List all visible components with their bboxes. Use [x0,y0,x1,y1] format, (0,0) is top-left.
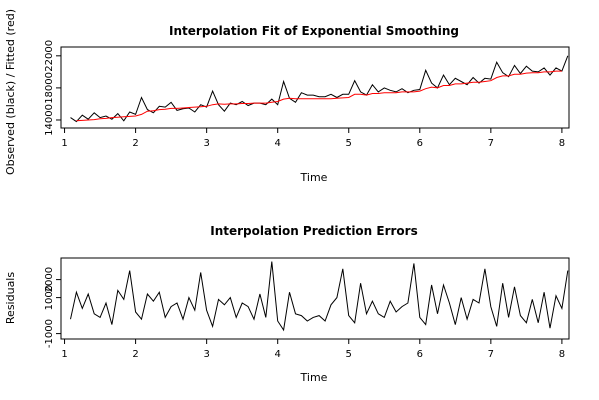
fitted-line [76,70,562,122]
x-tick-label: 1 [61,138,67,149]
x-tick-label: 4 [275,349,281,360]
fit-chart: Interpolation Fit of Exponential Smoothi… [4,9,570,184]
x-tick-label: 1 [61,349,67,360]
x-tick-label: 2 [132,349,138,360]
errors-chart-title: Interpolation Prediction Errors [210,224,417,238]
x-tick-label: 6 [417,138,423,149]
errors-plot-frame [60,257,570,340]
x-tick-label: 7 [488,138,494,149]
x-tick-label: 7 [488,349,494,360]
y-tick-label: 2000 [44,267,55,292]
observed-line [70,55,569,123]
x-tick-label: 8 [559,349,565,360]
x-tick-label: 8 [559,138,565,149]
y-tick-label: -1000 [44,319,55,348]
x-tick-label: 6 [417,349,423,360]
y-tick-label: 18000 [44,72,55,104]
y-tick-label: 22000 [44,40,55,72]
fit-y-axis-label: Observed (black) / Fitted (red) [4,9,17,175]
errors-x-ticks: 1 2 3 4 5 6 7 8 [61,339,565,360]
residuals-line [70,261,569,332]
errors-y-axis-label: Residuals [4,272,17,324]
fit-x-axis-label: Time [300,171,328,184]
x-tick-label: 4 [275,138,281,149]
fit-chart-title: Interpolation Fit of Exponential Smoothi… [169,24,459,38]
x-tick-label: 3 [203,138,209,149]
y-tick-label: 14000 [44,104,55,136]
x-tick-label: 5 [346,138,352,149]
x-tick-label: 3 [203,349,209,360]
errors-x-axis-label: Time [300,371,328,384]
x-tick-label: 5 [346,349,352,360]
errors-chart: Interpolation Prediction Errors 1 2 3 4 5 6 7 8… [4,224,570,384]
x-tick-label: 2 [132,138,138,149]
y-tick-label: 1000 [44,285,55,310]
fit-x-ticks: 1 2 3 4 5 6 7 8 [61,128,565,149]
